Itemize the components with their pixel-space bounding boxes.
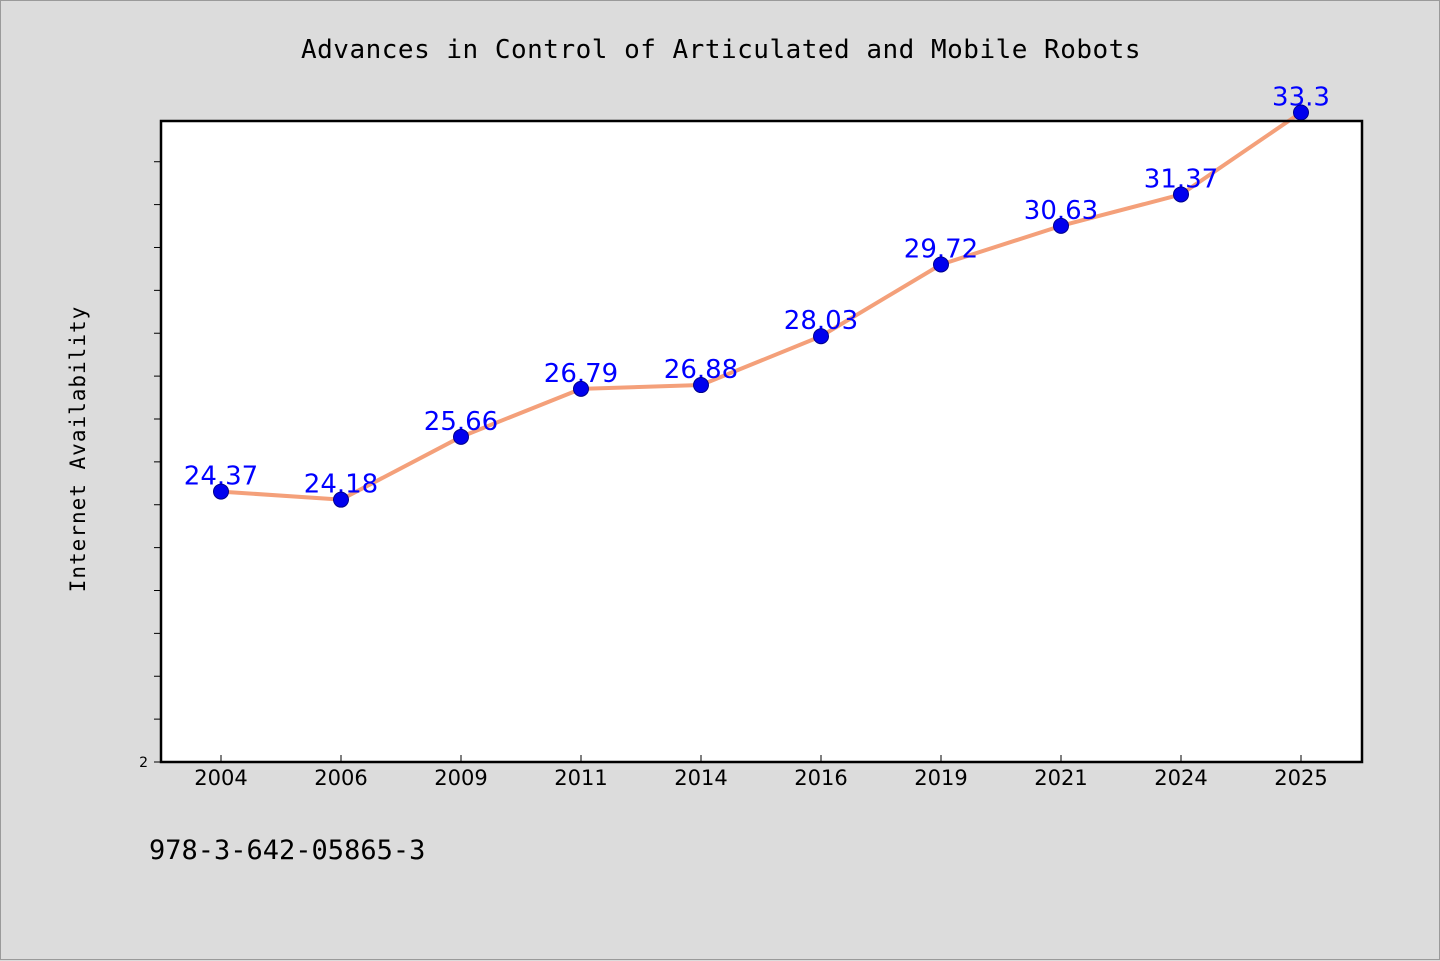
x-tick-label: 2009 bbox=[434, 766, 487, 790]
plot-frame bbox=[159, 119, 1364, 764]
x-tick-label: 2021 bbox=[1034, 766, 1087, 790]
chart-title: Advances in Control of Articulated and M… bbox=[301, 35, 1141, 65]
plot-background bbox=[161, 121, 1362, 762]
x-tick-label: 2019 bbox=[914, 766, 967, 790]
data-point bbox=[1173, 186, 1189, 203]
data-point bbox=[693, 377, 709, 394]
data-point bbox=[453, 428, 469, 445]
data-point bbox=[573, 380, 589, 397]
x-tick-label: 2016 bbox=[794, 766, 847, 790]
y-tick-label: 2 bbox=[139, 755, 148, 771]
series-line bbox=[219, 110, 1303, 502]
footer-isbn: 978-3-642-05865-3 bbox=[149, 835, 426, 866]
data-point bbox=[813, 328, 829, 345]
x-tick-label: 2014 bbox=[674, 766, 727, 790]
x-tick-label: 2024 bbox=[1154, 766, 1207, 790]
data-point bbox=[1293, 104, 1309, 121]
x-tick-label: 2006 bbox=[314, 766, 367, 790]
x-tick-label: 2011 bbox=[554, 766, 607, 790]
x-tick-label: 2025 bbox=[1274, 766, 1327, 790]
data-point bbox=[213, 483, 229, 500]
data-point bbox=[933, 256, 949, 273]
data-point bbox=[1053, 217, 1069, 234]
x-tick-label: 2004 bbox=[194, 766, 247, 790]
data-point bbox=[333, 491, 349, 508]
